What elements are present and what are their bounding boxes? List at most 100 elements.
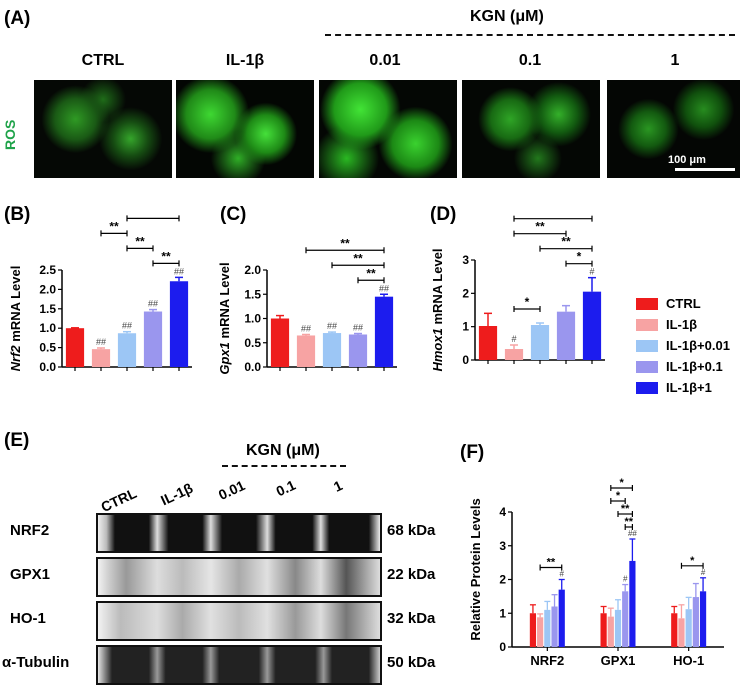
- legend-label: IL-1β+1: [666, 380, 712, 395]
- significance-mark: ##: [379, 283, 389, 293]
- significance-label: *: [525, 295, 530, 309]
- y-tick-label: 1: [462, 320, 469, 334]
- ros-image-ctrl: [34, 80, 172, 178]
- bar: [671, 613, 678, 647]
- significance-mark: #: [589, 267, 594, 277]
- column-header-0-1: 0.1: [518, 52, 542, 69]
- significance-mark: #: [560, 570, 565, 579]
- bar: [607, 616, 614, 647]
- y-tick-label: 0.0: [244, 360, 261, 374]
- y-axis-label: Relative Protein Levels: [468, 498, 483, 640]
- bar: [348, 334, 368, 367]
- column-header-ctrl: CTRL: [81, 52, 125, 69]
- significance-label: **: [353, 251, 363, 265]
- significance-label: **: [547, 557, 556, 569]
- y-tick-label: 1.5: [39, 302, 56, 316]
- significance-label: **: [366, 266, 376, 280]
- bar: [699, 591, 707, 647]
- y-tick-label: 0.0: [39, 360, 56, 374]
- panel-label-f: (F): [460, 442, 485, 463]
- panel-label-c: (C): [220, 204, 247, 225]
- y-tick-label: 1.0: [244, 312, 261, 326]
- column-header-0-01: 0.01: [369, 52, 401, 69]
- y-axis-label: Nrf2 mRNA Level: [8, 266, 23, 372]
- y-tick-label: 2.0: [39, 282, 56, 296]
- y-tick-label: 1: [499, 606, 506, 620]
- lane-label-ctrl: CTRL: [98, 484, 139, 516]
- significance-label: **: [548, 215, 558, 219]
- kgn-label-e: KGN (μM): [246, 442, 320, 459]
- bar: [478, 326, 498, 360]
- lane-label-il1b: IL-1β: [158, 479, 196, 509]
- kgn-dashed-line-e: [222, 465, 346, 467]
- legend-label: IL-1β+0.01: [666, 338, 730, 353]
- chart-b: 0.00.51.01.52.02.5########**********Nrf2…: [8, 215, 192, 374]
- chart-c: 0.00.51.01.52.0## ## ####******Gpx1 mRNA L…: [217, 236, 397, 375]
- ros-image-1: [607, 80, 740, 178]
- bar: [544, 609, 551, 647]
- ros-image-il1b: [176, 80, 314, 178]
- kda-nrf2: 68 kDa: [387, 522, 436, 539]
- y-axis-label: Hmox1 mRNA Level: [430, 248, 445, 371]
- y-tick-label: 2: [462, 286, 469, 300]
- panel-label-a: (A): [4, 8, 31, 29]
- y-tick-label: 1.0: [39, 321, 56, 335]
- significance-label: **: [561, 235, 571, 249]
- y-axis-label: Gpx1 mRNA Level: [217, 262, 232, 374]
- ros-image-0-1: [462, 80, 600, 178]
- blot-nrf2: [96, 513, 382, 553]
- legend-item: IL-1β+0.1: [636, 356, 730, 377]
- legend-swatch: [636, 318, 658, 331]
- y-tick-label: 0.5: [244, 336, 261, 350]
- legend-swatch: [636, 297, 658, 310]
- scale-bar-label: 100 μm: [668, 154, 706, 166]
- legend-label: IL-1β: [666, 317, 698, 332]
- panel-label-b: (B): [4, 204, 31, 225]
- y-tick-label: 4: [499, 505, 506, 519]
- bar: [556, 311, 576, 360]
- panel-label-e: (E): [4, 430, 30, 451]
- kgn-dashed-line-a: [325, 34, 735, 36]
- blot-tubulin: [96, 645, 382, 685]
- y-tick-label: 0.5: [39, 341, 56, 355]
- bar: [692, 597, 699, 647]
- bar: [530, 325, 550, 360]
- legend-item: CTRL: [636, 293, 730, 314]
- bar: [678, 618, 685, 647]
- bar: [629, 560, 636, 647]
- kda-gpx1: 22 kDa: [387, 566, 436, 583]
- significance-mark: ##: [96, 337, 106, 347]
- y-tick-label: 0: [462, 353, 469, 367]
- bar: [117, 333, 137, 367]
- y-tick-label: 0: [499, 640, 506, 654]
- ros-row-label: ROS: [2, 119, 18, 150]
- x-tick-label: NRF2: [530, 653, 564, 668]
- kda-tubulin: 50 kDa: [387, 654, 436, 671]
- ros-image-0-01: [319, 80, 457, 178]
- band-name-tubulin: α-Tubulin: [2, 654, 70, 671]
- legend-item: IL-1β+1: [636, 377, 730, 398]
- significance-mark: ##: [327, 321, 337, 331]
- significance-mark: ##: [174, 266, 184, 276]
- bar: [322, 333, 342, 367]
- bar: [551, 606, 558, 647]
- bar: [529, 613, 537, 647]
- band-name-nrf2: NRF2: [10, 522, 50, 539]
- significance-label: *: [577, 250, 582, 264]
- lane-label-0-1: 0.1: [273, 476, 298, 500]
- significance-label: **: [621, 503, 630, 515]
- bar: [685, 609, 692, 647]
- column-header-1: 1: [670, 52, 680, 69]
- legend-label: CTRL: [666, 296, 701, 311]
- kda-ho1: 32 kDa: [387, 610, 436, 627]
- significance-label: **: [109, 219, 119, 233]
- y-tick-label: 2.0: [244, 263, 261, 277]
- significance-label: **: [148, 215, 158, 218]
- significance-mark: ##: [122, 321, 132, 331]
- x-tick-label: HO-1: [673, 653, 704, 668]
- y-tick-label: 2.5: [39, 263, 56, 277]
- legend-swatch: [636, 339, 658, 352]
- kgn-label-a: KGN (μM): [470, 8, 544, 25]
